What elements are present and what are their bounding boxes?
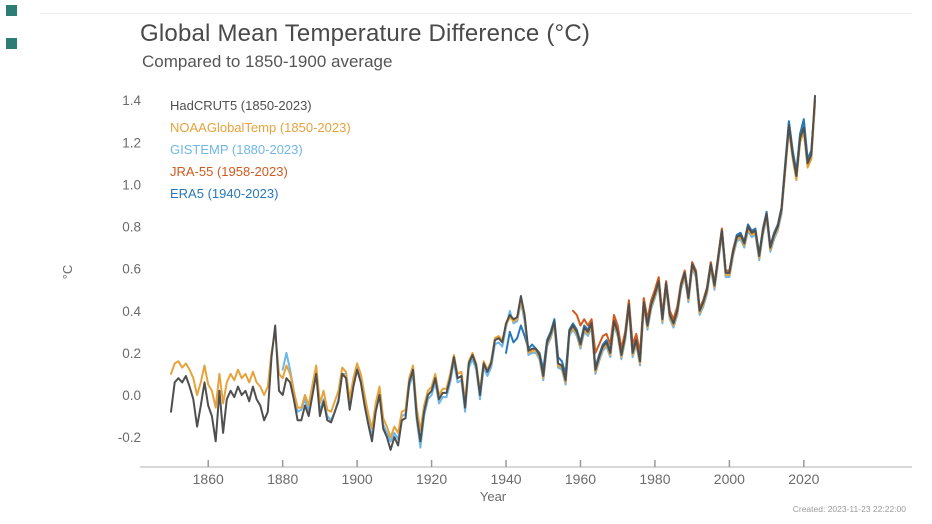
- legend-item-noaa: NOAAGlobalTemp (1850-2023): [170, 120, 351, 135]
- x-tick-label: 1960: [565, 471, 596, 487]
- x-axis-title: Year: [480, 489, 507, 504]
- chart-subtitle: Compared to 1850-1900 average: [142, 52, 393, 71]
- x-tick-label: 1980: [639, 471, 670, 487]
- corner-marker-top: [6, 5, 17, 16]
- legend-item-era5: ERA5 (1940-2023): [170, 186, 279, 201]
- y-tick-label: -0.2: [118, 430, 141, 445]
- y-tick-label: 0.6: [122, 262, 141, 277]
- series-hadcrut5: [170, 94, 816, 451]
- x-tick-label: 2020: [788, 471, 819, 487]
- y-tick-label: 0.4: [122, 304, 141, 319]
- y-tick-label: 0.2: [122, 346, 141, 361]
- x-tick-label: 1860: [193, 471, 224, 487]
- legend-item-gistemp: GISTEMP (1880-2023): [170, 142, 303, 157]
- series-noaa: [170, 103, 816, 439]
- created-timestamp: Created: 2023-11-23 22:22:00: [792, 504, 906, 514]
- y-axis-title: °C: [60, 265, 75, 280]
- chart-title: Global Mean Temperature Difference (°C): [140, 20, 591, 47]
- y-tick-label: 0.8: [122, 220, 141, 235]
- top-hairline: [40, 13, 912, 14]
- x-tick-label: 1940: [490, 471, 521, 487]
- legend-item-hadcrut5: HadCRUT5 (1850-2023): [170, 98, 312, 113]
- corner-marker-bottom: [6, 38, 17, 49]
- x-tick-label: 1920: [416, 471, 447, 487]
- legend: HadCRUT5 (1850-2023) NOAAGlobalTemp (1850…: [170, 95, 351, 205]
- x-tick-label: 1880: [267, 471, 298, 487]
- y-tick-label: 1.0: [122, 177, 141, 192]
- x-tick-label: 2000: [714, 471, 745, 487]
- x-tick-label: 1900: [342, 471, 373, 487]
- y-tick-label: 1.2: [122, 135, 141, 150]
- legend-item-jra55: JRA-55 (1958-2023): [170, 164, 288, 179]
- y-tick-label: 0.0: [122, 388, 141, 403]
- y-tick-label: 1.4: [122, 93, 141, 108]
